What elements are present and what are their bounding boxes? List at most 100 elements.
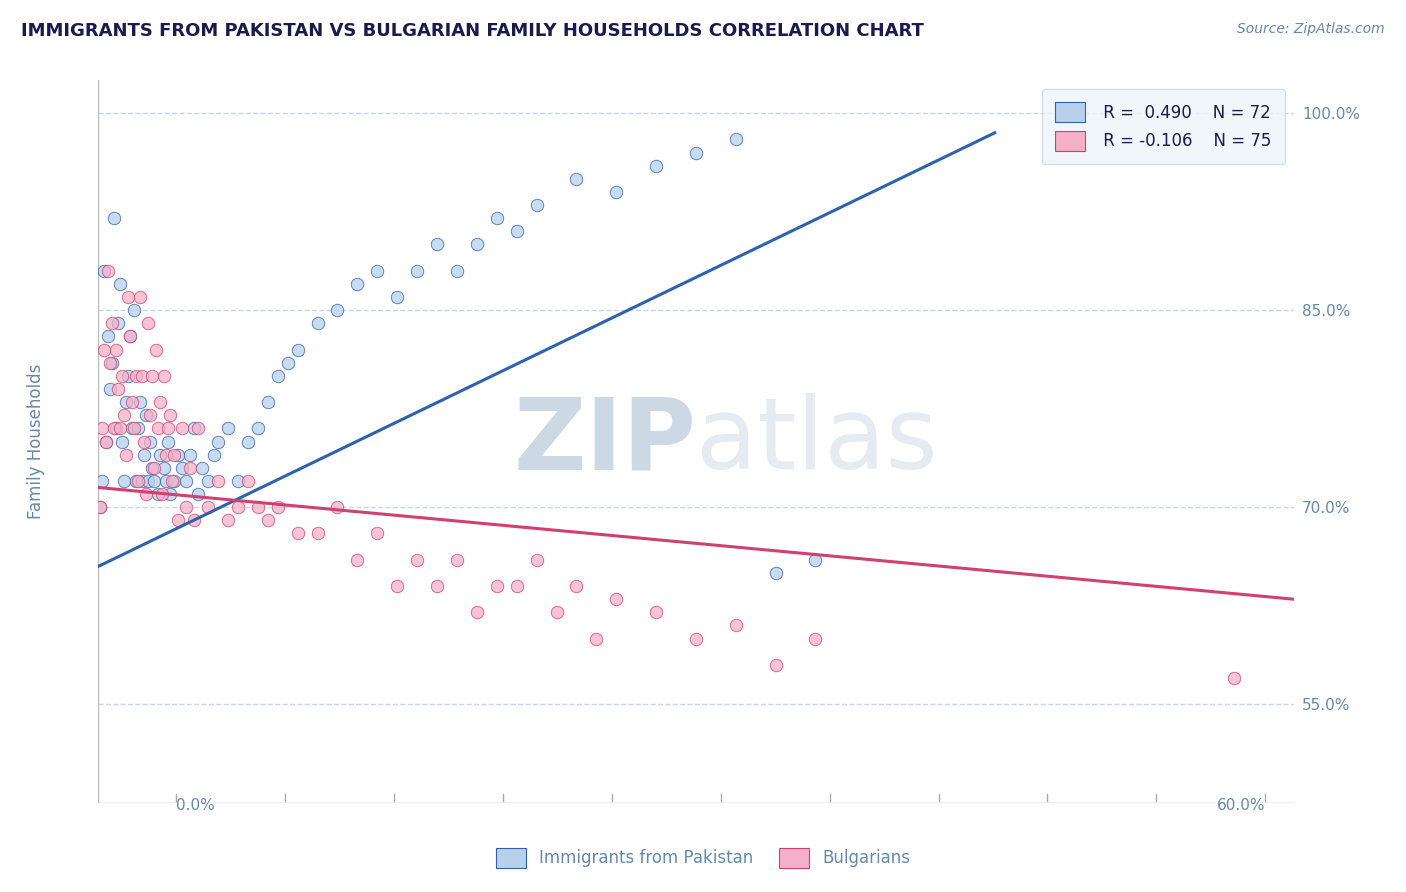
Point [724, 618, 747, 632]
Point [125, 368, 148, 383]
Point [804, 632, 827, 646]
Point [120, 329, 142, 343]
Point [115, 395, 138, 409]
Point [89, 500, 111, 515]
Point [167, 513, 190, 527]
Point [107, 382, 129, 396]
Point [765, 566, 787, 580]
Point [1223, 671, 1246, 685]
Point [174, 474, 197, 488]
Point [346, 277, 368, 291]
Point [605, 185, 627, 199]
Point [183, 513, 205, 527]
Point [167, 448, 190, 462]
Text: ZIP: ZIP [513, 393, 696, 490]
Point [207, 434, 229, 449]
Point [148, 487, 170, 501]
Point [163, 474, 186, 488]
Point [135, 487, 157, 501]
Point [485, 211, 508, 226]
Point [546, 605, 568, 619]
Point [129, 290, 152, 304]
Point [226, 474, 249, 488]
Point [446, 553, 468, 567]
Point [117, 368, 139, 383]
Point [485, 579, 508, 593]
Point [129, 395, 152, 409]
Point [191, 460, 214, 475]
Point [89, 500, 111, 515]
Point [160, 474, 183, 488]
Point [141, 368, 163, 383]
Point [124, 421, 146, 435]
Point [105, 343, 128, 357]
Point [97, 264, 120, 278]
Point [207, 474, 229, 488]
Point [187, 421, 209, 435]
Point [326, 303, 349, 318]
Point [406, 264, 429, 278]
Point [506, 579, 529, 593]
Point [93, 264, 115, 278]
Point [159, 409, 181, 423]
Point [465, 237, 488, 252]
Point [98, 382, 122, 396]
Point [366, 264, 388, 278]
Point [135, 409, 157, 423]
Point [153, 460, 176, 475]
Point [96, 434, 118, 449]
Point [236, 474, 259, 488]
Point [385, 579, 409, 593]
Point [149, 395, 172, 409]
Point [157, 434, 180, 449]
Point [91, 474, 114, 488]
Point [217, 421, 239, 435]
Point [97, 329, 120, 343]
Point [115, 448, 138, 462]
Point [127, 474, 149, 488]
Point [565, 579, 588, 593]
Legend:  R =  0.490    N = 72,  R = -0.106    N = 75: R = 0.490 N = 72, R = -0.106 N = 75 [1042, 88, 1285, 164]
Point [150, 487, 173, 501]
Point [179, 460, 201, 475]
Point [804, 553, 827, 567]
Point [565, 171, 588, 186]
Point [107, 316, 129, 330]
Point [136, 474, 159, 488]
Point [526, 198, 548, 212]
Point [187, 487, 209, 501]
Text: Source: ZipAtlas.com: Source: ZipAtlas.com [1237, 22, 1385, 37]
Point [143, 474, 166, 488]
Point [307, 316, 329, 330]
Point [236, 434, 259, 449]
Text: atlas: atlas [696, 393, 938, 490]
Point [163, 448, 186, 462]
Point [465, 605, 488, 619]
Point [111, 368, 134, 383]
Point [101, 316, 124, 330]
Point [121, 395, 143, 409]
Point [143, 460, 166, 475]
Point [217, 513, 239, 527]
Point [406, 553, 429, 567]
Point [136, 316, 159, 330]
Point [685, 145, 707, 160]
Point [121, 421, 143, 435]
Text: IMMIGRANTS FROM PAKISTAN VS BULGARIAN FAMILY HOUSEHOLDS CORRELATION CHART: IMMIGRANTS FROM PAKISTAN VS BULGARIAN FA… [21, 22, 924, 40]
Text: Family Households: Family Households [27, 364, 45, 519]
Point [426, 237, 449, 252]
Point [385, 290, 409, 304]
Point [159, 487, 181, 501]
Point [149, 448, 172, 462]
Point [141, 460, 163, 475]
Point [157, 421, 180, 435]
Point [765, 657, 787, 672]
Point [179, 448, 201, 462]
Legend: Immigrants from Pakistan, Bulgarians: Immigrants from Pakistan, Bulgarians [489, 841, 917, 875]
Point [112, 474, 135, 488]
Point [326, 500, 349, 515]
Point [134, 434, 156, 449]
Point [124, 303, 146, 318]
Point [105, 421, 128, 435]
Point [110, 421, 132, 435]
